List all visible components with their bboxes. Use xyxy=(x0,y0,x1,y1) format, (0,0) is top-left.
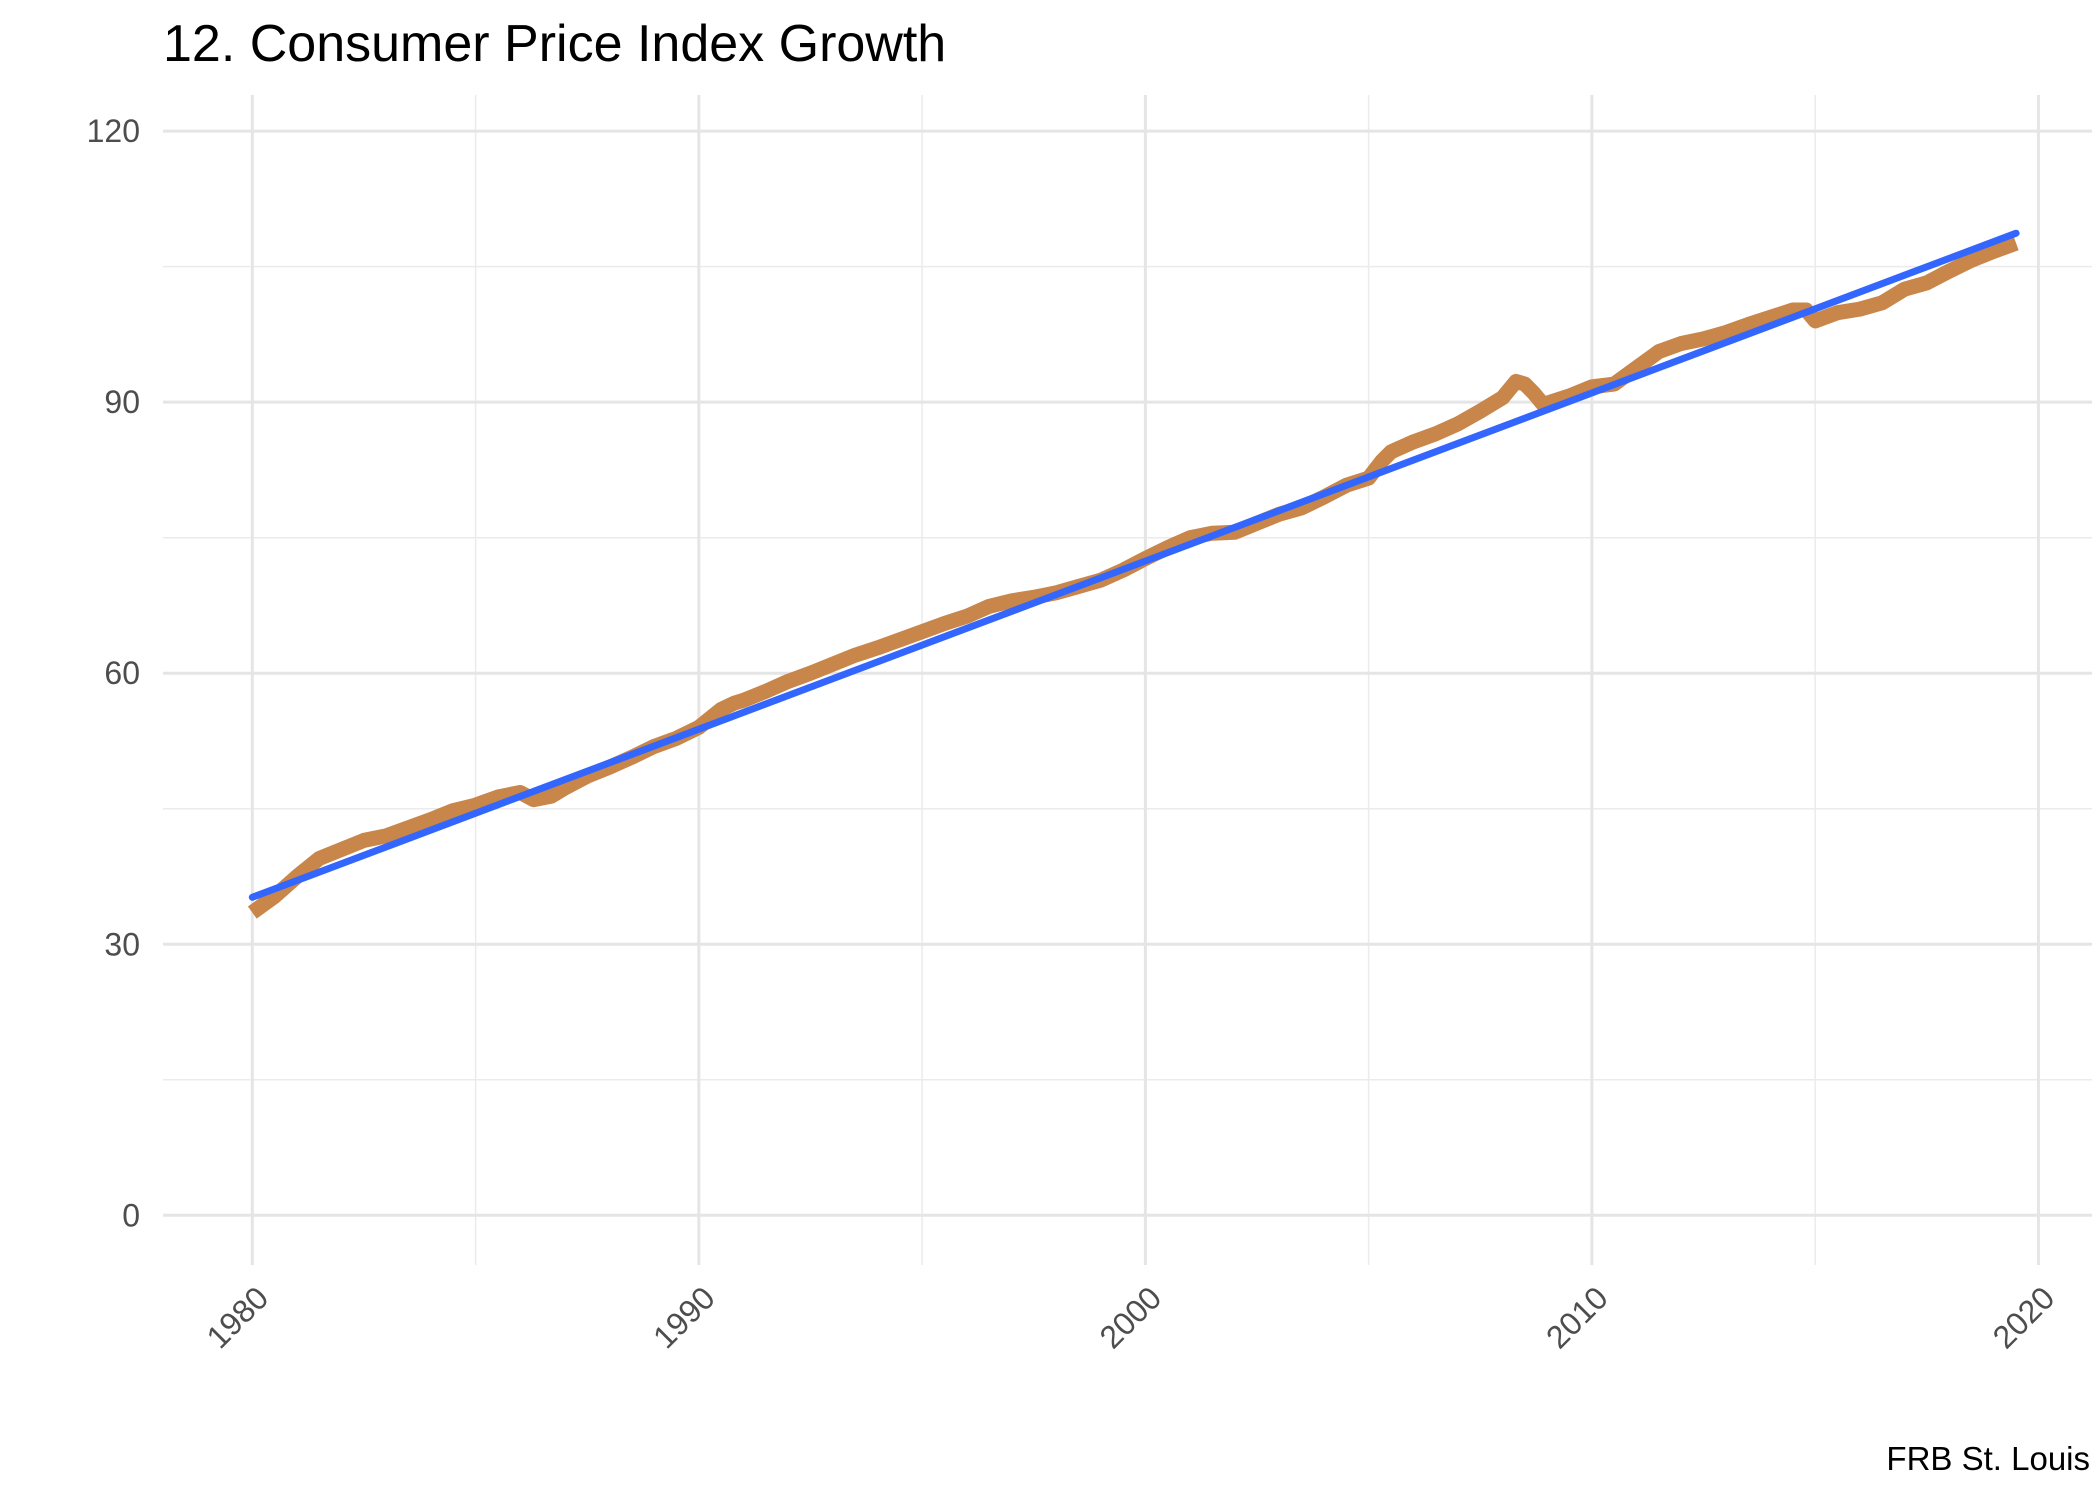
major-gridlines xyxy=(163,95,2092,1265)
x-tick-label: 2020 xyxy=(1986,1279,2062,1355)
y-tick-label: 90 xyxy=(104,384,140,420)
y-tick-label: 30 xyxy=(104,926,140,962)
x-tick-label: 1980 xyxy=(199,1279,275,1355)
chart-caption: FRB St. Louis xyxy=(1886,1440,2090,1477)
series-layer xyxy=(247,229,2020,919)
cpi-series-line xyxy=(247,236,2019,919)
y-tick-label: 120 xyxy=(87,113,140,149)
chart-title: 12. Consumer Price Index Growth xyxy=(163,15,947,73)
x-tick-label: 2010 xyxy=(1539,1279,1615,1355)
x-axis-tick-labels: 1980 1990 2000 2010 2020 xyxy=(199,1279,2061,1355)
trend-line xyxy=(248,229,2020,901)
y-tick-label: 60 xyxy=(104,655,140,691)
x-tick-label: 2000 xyxy=(1093,1279,1169,1355)
x-tick-label: 1990 xyxy=(646,1279,722,1355)
y-tick-label: 0 xyxy=(122,1197,140,1233)
y-axis-tick-labels: 0 30 60 90 120 xyxy=(87,113,140,1233)
minor-gridlines xyxy=(163,95,2092,1265)
